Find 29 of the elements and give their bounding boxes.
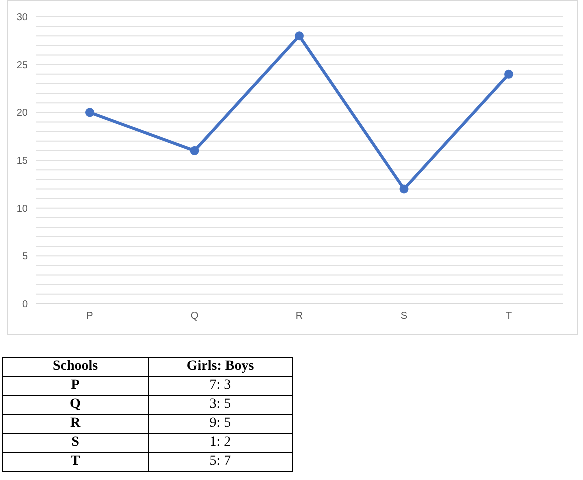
- y-tick-label: 5: [22, 252, 28, 263]
- x-tick-label: T: [506, 311, 512, 322]
- text: 9: 5: [148, 414, 292, 434]
- text: 5: 7: [148, 452, 292, 472]
- point: [400, 184, 409, 194]
- y-tick-label: 20: [16, 108, 28, 120]
- text: 7: 3: [148, 376, 292, 396]
- y-tick-label: 15: [16, 156, 28, 168]
- text: Girls: Boys: [148, 358, 292, 376]
- point: [190, 146, 200, 156]
- point: [504, 70, 514, 79]
- text: R: [2, 414, 148, 434]
- y-tick-label: 10: [16, 204, 28, 215]
- text: S: [2, 434, 148, 452]
- point: [86, 108, 94, 118]
- text: Q: [2, 396, 148, 414]
- y-tick-label: 0: [22, 300, 28, 311]
- x-tick-label: Q: [190, 311, 199, 322]
- text: P: [2, 376, 148, 396]
- y-tick-label: 30: [16, 12, 28, 24]
- x-tick-label: S: [400, 311, 408, 322]
- text: T: [2, 452, 148, 472]
- x-tick-label: P: [86, 311, 94, 322]
- text: Schools: [2, 358, 148, 376]
- text: 1: 2: [148, 434, 292, 452]
- x-tick-label: R: [296, 311, 304, 322]
- y-tick-label: 25: [16, 60, 28, 72]
- point: [295, 32, 304, 41]
- text: 3: 5: [148, 396, 292, 414]
